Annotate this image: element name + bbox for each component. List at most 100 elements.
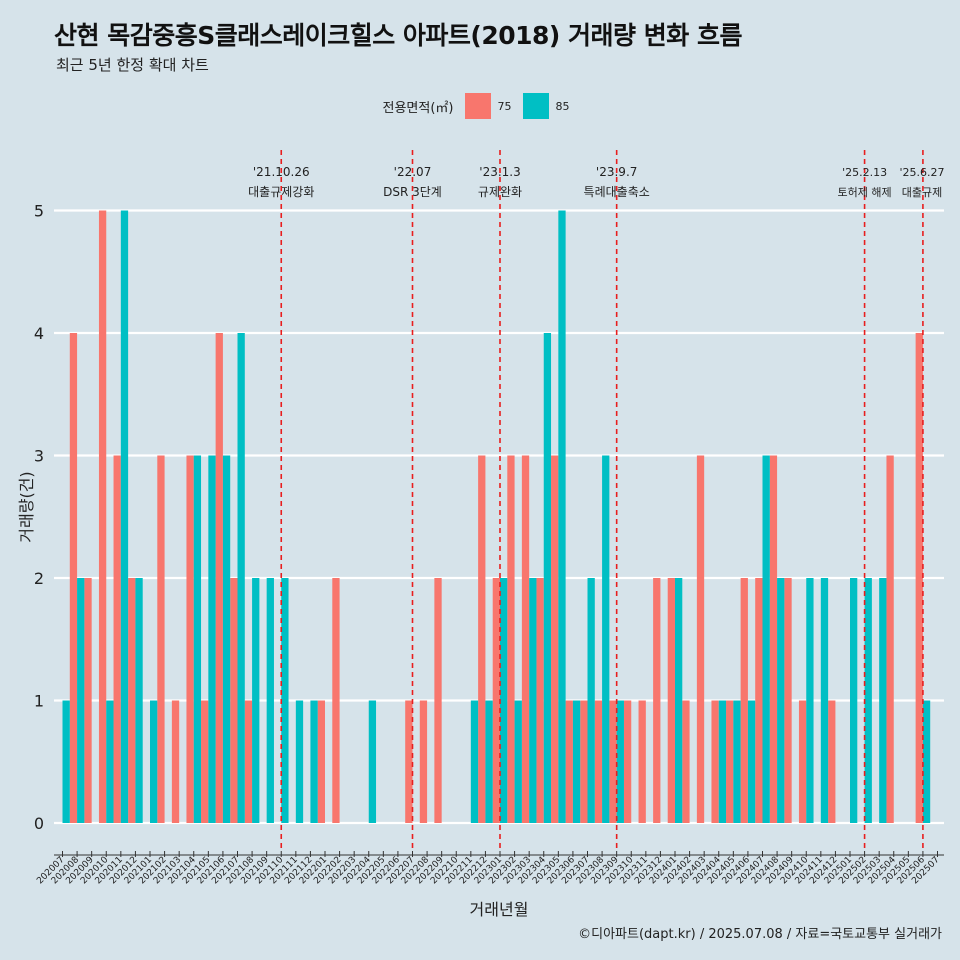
bar-75-202407 bbox=[755, 578, 763, 823]
bar-75-202308 bbox=[594, 700, 603, 823]
bar-75-202201 bbox=[317, 700, 325, 823]
y-tick-label-4: 4 bbox=[34, 324, 44, 343]
bar-75-202202 bbox=[332, 578, 340, 823]
bar-75-202105 bbox=[201, 700, 209, 823]
event-label-202207: DSR 3단계 bbox=[383, 185, 442, 199]
bar-75-202303 bbox=[521, 455, 530, 823]
bar-75-202506 bbox=[915, 333, 923, 823]
bar-85-202301 bbox=[500, 578, 508, 823]
event-label-202301: 규제완화 bbox=[478, 185, 522, 199]
legend-swatch-85 bbox=[523, 93, 550, 119]
bar-75-202410 bbox=[798, 700, 807, 823]
bar-75-202401 bbox=[667, 578, 675, 823]
bar-85-202109 bbox=[266, 578, 274, 823]
bar-85-202011 bbox=[120, 210, 129, 823]
bar-85-202304 bbox=[543, 333, 552, 823]
bar-85-202007 bbox=[62, 700, 70, 823]
bar-75-202302 bbox=[507, 455, 515, 823]
bar-85-202506 bbox=[922, 700, 931, 823]
bar-75-202403 bbox=[696, 455, 705, 823]
bar-85-202108 bbox=[252, 578, 260, 823]
y-tick-label-5: 5 bbox=[34, 202, 44, 221]
event-date-202502: '25.2.13 bbox=[842, 166, 887, 179]
bar-75-202107 bbox=[230, 578, 238, 823]
event-label-202502: 토허제 해제 bbox=[838, 185, 892, 199]
bar-85-202101 bbox=[150, 700, 158, 823]
bar-85-202306 bbox=[572, 700, 581, 823]
chart-subtitle: 최근 5년 한정 확대 차트 bbox=[56, 56, 209, 74]
bar-85-202112 bbox=[310, 700, 318, 823]
bar-85-202405 bbox=[733, 700, 741, 823]
bar-85-202407 bbox=[762, 455, 770, 823]
bar-75-202304 bbox=[536, 578, 544, 823]
bar-85-202106 bbox=[222, 455, 231, 823]
bar-85-202105 bbox=[208, 455, 216, 823]
bar-75-202012 bbox=[128, 578, 136, 823]
chart-title: 산현 목감중흥S클래스레이크힐스 아파트(2018) 거래량 변화 흐름 bbox=[54, 21, 742, 50]
y-axis-title: 거래량(건) bbox=[17, 471, 36, 542]
event-date-202309: '23.9.7 bbox=[596, 165, 637, 179]
bar-85-202107 bbox=[237, 333, 245, 823]
bar-85-202501 bbox=[850, 578, 858, 823]
bar-85-202307 bbox=[587, 578, 595, 823]
event-date-202207: '22.07 bbox=[394, 165, 432, 179]
bar-85-202309 bbox=[616, 700, 624, 823]
bar-85-202204 bbox=[368, 700, 377, 823]
event-label-202110: 대출규제강화 bbox=[248, 185, 314, 199]
bar-75-202212 bbox=[478, 455, 486, 823]
bar-75-202011 bbox=[113, 455, 121, 823]
x-axis-title: 거래년월 bbox=[470, 900, 529, 919]
bar-85-202406 bbox=[747, 700, 756, 823]
bar-75-202306 bbox=[565, 700, 573, 823]
bar-75-202010 bbox=[98, 210, 107, 823]
bar-85-202503 bbox=[879, 578, 887, 823]
bar-75-202310 bbox=[623, 700, 632, 823]
bar-85-202411 bbox=[820, 578, 829, 823]
bar-75-202008 bbox=[69, 333, 78, 823]
bar-75-202402 bbox=[682, 700, 690, 823]
bar-75-202209 bbox=[434, 578, 442, 823]
event-date-202301: '23.1.3 bbox=[479, 165, 520, 179]
bar-75-202312 bbox=[653, 578, 661, 823]
bar-85-202212 bbox=[485, 700, 493, 823]
bar-85-202211 bbox=[470, 700, 479, 823]
bar-75-202103 bbox=[171, 700, 180, 823]
legend: 전용면적(㎡) 75 85 bbox=[0, 93, 960, 119]
bar-75-202311 bbox=[638, 700, 646, 823]
y-tick-label-2: 2 bbox=[34, 569, 44, 588]
legend-swatch-75 bbox=[465, 93, 492, 119]
bar-75-202208 bbox=[419, 700, 428, 823]
y-tick-label-3: 3 bbox=[34, 447, 44, 466]
bar-75-202307 bbox=[580, 700, 588, 823]
bar-85-202110 bbox=[281, 578, 289, 823]
bar-75-202108 bbox=[244, 700, 253, 823]
bar-85-202404 bbox=[718, 700, 727, 823]
bar-85-202010 bbox=[106, 700, 114, 823]
bar-85-202408 bbox=[777, 578, 785, 823]
y-tick-label-1: 1 bbox=[34, 692, 44, 711]
bar-75-202406 bbox=[740, 578, 748, 823]
bar-75-202301 bbox=[492, 578, 500, 823]
bar-85-202302 bbox=[514, 700, 522, 823]
bar-75-202009 bbox=[84, 578, 92, 823]
bar-75-202207 bbox=[405, 700, 413, 823]
event-label-202506: 대출규제 bbox=[902, 186, 942, 199]
y-tick-label-0: 0 bbox=[34, 814, 44, 833]
bar-85-202012 bbox=[135, 578, 143, 823]
bar-75-202405 bbox=[726, 700, 734, 823]
bar-85-202401 bbox=[675, 578, 683, 823]
event-label-202309: 특례대출축소 bbox=[584, 185, 650, 199]
bar-75-202404 bbox=[711, 700, 719, 823]
bar-85-202410 bbox=[806, 578, 814, 823]
bar-85-202303 bbox=[529, 578, 537, 823]
bar-85-202008 bbox=[77, 578, 85, 823]
legend-label-75: 75 bbox=[497, 99, 512, 113]
event-date-202506: '25.6.27 bbox=[899, 166, 944, 179]
bar-75-202412 bbox=[828, 700, 836, 823]
bar-75-202309 bbox=[609, 700, 617, 823]
legend-title: 전용면적(㎡) bbox=[382, 100, 454, 116]
bar-75-202504 bbox=[886, 455, 894, 823]
bar-75-202408 bbox=[769, 455, 778, 823]
bar-75-202409 bbox=[784, 578, 792, 823]
